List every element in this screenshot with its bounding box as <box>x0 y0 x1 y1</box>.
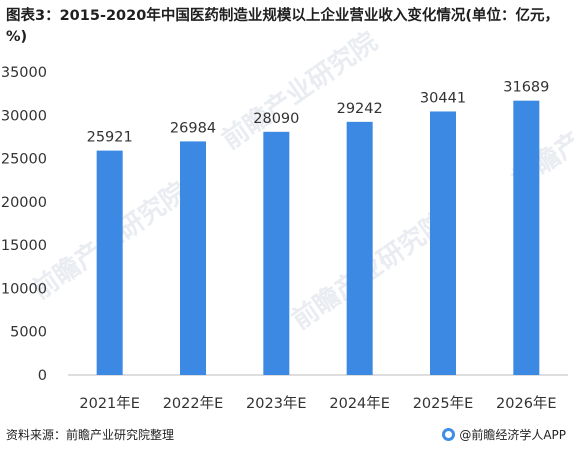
bar <box>96 150 123 375</box>
data-label: 26984 <box>170 120 216 136</box>
bar <box>263 131 290 375</box>
source-note: 资料来源：前瞻产业研究院整理 <box>6 428 175 442</box>
y-axis-ticks: 0 5000 10000 15000 20000 25000 30000 35000 <box>1 65 47 384</box>
x-tick-label: 2026年E <box>496 395 557 412</box>
bar <box>346 121 373 375</box>
bar <box>430 111 456 376</box>
y-tick-label: 30000 <box>1 108 47 124</box>
y-tick-label: 15000 <box>1 238 47 254</box>
y-tick-label: 25000 <box>1 152 47 168</box>
x-tick-label: 2021年E <box>79 395 140 412</box>
brand-credit: @前瞻经济学人APP <box>442 426 566 443</box>
data-labels: 25921 26984 28090 29242 30441 31689 <box>87 80 550 146</box>
data-label: 31689 <box>503 80 549 96</box>
y-tick-label: 10000 <box>1 281 47 297</box>
y-tick-label: 35000 <box>1 65 47 81</box>
y-tick-label: 20000 <box>1 195 47 211</box>
data-label: 25921 <box>87 130 133 146</box>
bars <box>96 100 540 376</box>
x-axis-ticks: 2021年E 2022年E 2023年E 2024年E 2025年E 2026年E <box>79 395 556 412</box>
data-label: 29242 <box>337 101 383 117</box>
brand-logo-icon <box>442 428 456 441</box>
data-label: 28090 <box>253 111 299 127</box>
data-label: 30441 <box>420 90 466 106</box>
x-tick-label: 2024年E <box>329 395 390 412</box>
brand-text: @前瞻经济学人APP <box>459 428 566 442</box>
chart-title: 图表3：2015-2020年中国医药制造业规模以上企业营业收入变化情况(单位：亿… <box>6 8 559 45</box>
bar <box>180 141 206 375</box>
x-tick-label: 2025年E <box>413 395 474 412</box>
x-tick-label: 2022年E <box>163 395 224 412</box>
y-tick-label: 0 <box>38 368 47 384</box>
y-tick-label: 5000 <box>10 325 47 341</box>
bar <box>513 100 540 375</box>
x-tick-label: 2023年E <box>246 395 307 412</box>
